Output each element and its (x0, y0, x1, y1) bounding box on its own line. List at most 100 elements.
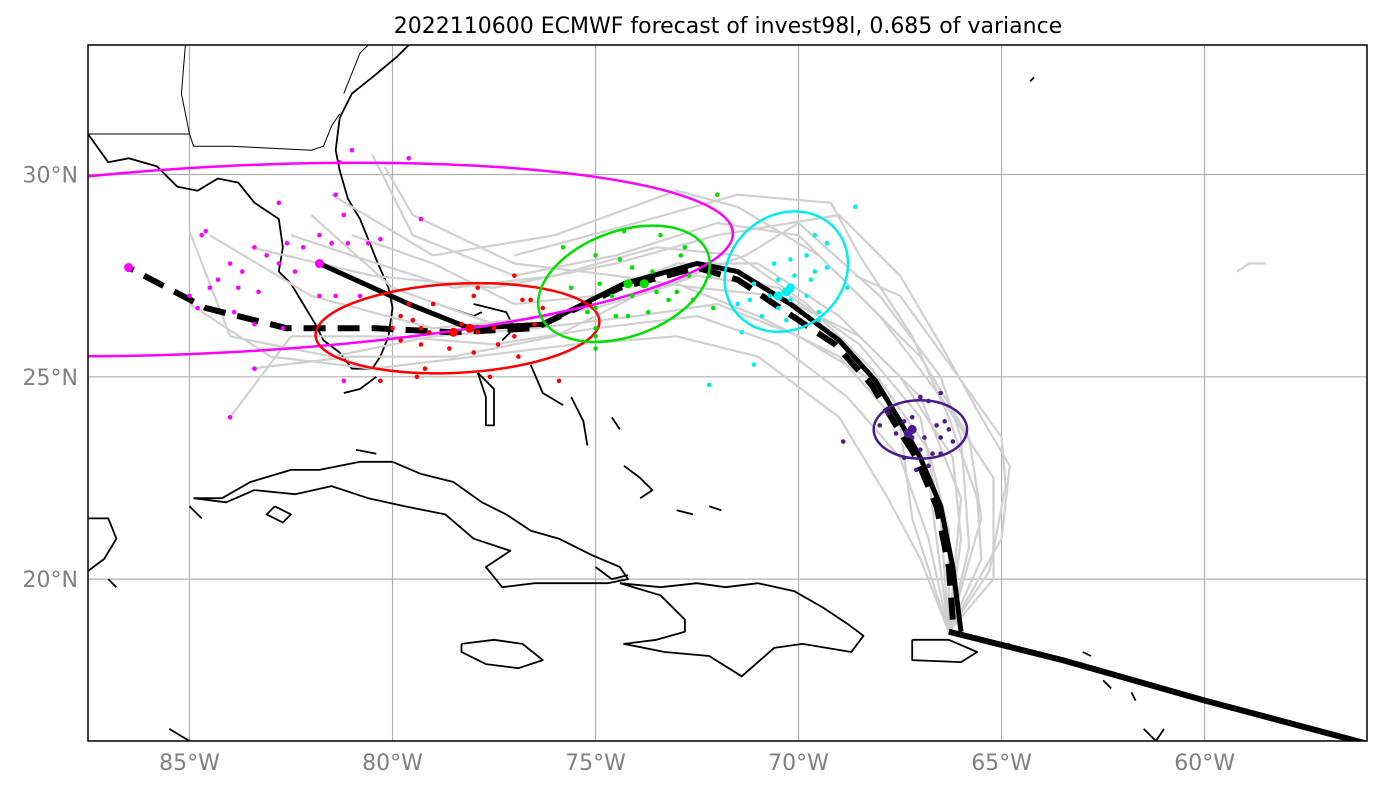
member-point (264, 253, 269, 258)
member-point (918, 447, 923, 452)
member-point (938, 451, 943, 456)
member-point (784, 317, 789, 323)
member-point (317, 232, 322, 238)
lon-tick-label: 85°W (159, 751, 220, 776)
coastline (168, 728, 190, 741)
coastline (1082, 651, 1092, 657)
member-point (475, 285, 481, 291)
member-point (207, 285, 213, 291)
member-point (203, 228, 209, 234)
member-point (276, 200, 282, 206)
coastline (676, 509, 694, 516)
lat-tick-label: 30°N (23, 163, 78, 188)
state-border (343, 45, 369, 94)
coastline (1102, 679, 1112, 690)
member-track (514, 193, 983, 633)
member-point (853, 204, 858, 210)
member-point (901, 455, 907, 461)
ensemble-member-tracks (188, 153, 1266, 633)
member-point (735, 301, 740, 307)
member-point (280, 325, 286, 331)
map-frame (87, 44, 1368, 742)
member-point (430, 301, 436, 307)
member-point (824, 240, 830, 246)
member-point (568, 285, 574, 291)
member-point (938, 390, 943, 396)
member-point (475, 330, 481, 335)
member-point (560, 245, 566, 250)
member-point (406, 156, 412, 161)
state-border (323, 113, 341, 147)
coastline (193, 460, 629, 589)
member-point (771, 261, 777, 266)
coastline (188, 505, 203, 520)
pre-forecast-track (948, 628, 1367, 741)
cluster-purple (840, 390, 969, 473)
coastline (1029, 76, 1035, 83)
member-point (804, 293, 809, 299)
member-point (187, 293, 192, 299)
member-point (593, 253, 598, 258)
member-point (593, 325, 598, 331)
member-track (371, 153, 983, 633)
member-point (788, 297, 793, 303)
member-point (775, 305, 781, 311)
lon-tick-label: 65°W (971, 751, 1032, 776)
member-point (459, 321, 464, 327)
member-point (816, 317, 822, 323)
coastline (355, 448, 377, 455)
member-point (893, 431, 899, 436)
member-track (290, 234, 950, 632)
cluster-ellipse (723, 210, 850, 334)
member-point (918, 394, 923, 400)
member-point (471, 350, 477, 355)
member-point (357, 293, 363, 299)
member-point (227, 414, 233, 420)
lon-tick-label: 80°W (362, 751, 423, 776)
member-point (235, 285, 241, 291)
axis-tick-labels: 85°W 80°W 75°W 70°W 65°W 60°W 30°N 25°N 20°N (23, 163, 1236, 776)
member-point (812, 269, 818, 274)
member-point (824, 265, 830, 270)
member-point (398, 313, 403, 319)
cluster-mean (314, 259, 324, 269)
member-point (926, 398, 931, 404)
cluster-magenta (88, 147, 735, 420)
member-point (804, 253, 809, 258)
member-point (487, 374, 493, 380)
member-point (808, 277, 814, 282)
member-point (816, 309, 822, 315)
member-point (227, 261, 233, 266)
member-point (686, 273, 692, 278)
cluster-center (448, 327, 458, 337)
member-point (625, 313, 631, 319)
member-point (495, 342, 501, 347)
member-point (759, 313, 765, 319)
member-point (471, 293, 477, 299)
member-point (751, 362, 757, 367)
member-point (844, 285, 850, 291)
member-point (528, 297, 533, 303)
coastlines (88, 45, 1165, 741)
cluster-ellipses-and-points (88, 147, 969, 473)
member-point (914, 467, 919, 473)
member-point (930, 451, 935, 456)
member-point (706, 382, 712, 388)
member-point (256, 289, 261, 295)
member-track (854, 274, 1007, 633)
member-point (650, 269, 655, 274)
cluster-ellipse (314, 281, 601, 375)
member-point (609, 293, 615, 299)
member-point (540, 305, 546, 311)
member-point (690, 297, 696, 303)
gridlines (88, 45, 1367, 741)
coastline (460, 638, 544, 670)
member-track (351, 234, 963, 632)
cluster-ellipse (536, 224, 712, 344)
member-point (414, 374, 420, 380)
member-point (674, 289, 680, 295)
coastline (619, 582, 865, 678)
coastline (570, 396, 589, 446)
member-point (426, 330, 432, 335)
